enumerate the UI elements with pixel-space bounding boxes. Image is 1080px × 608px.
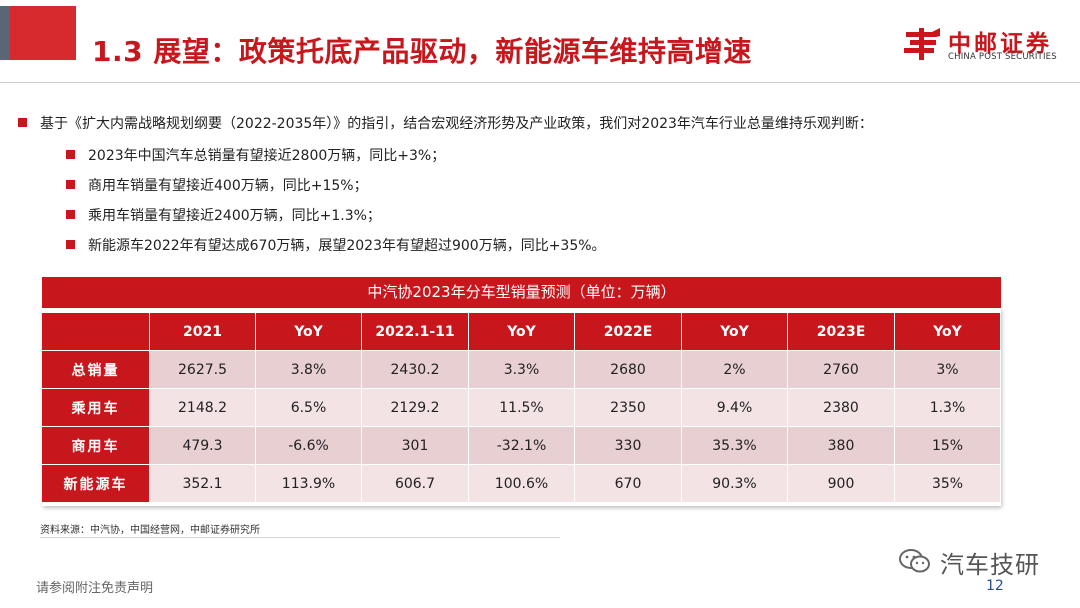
header-cell: YoY — [469, 313, 575, 351]
company-logo: 中邮证券 CHINA POST SECURITIES — [902, 24, 1072, 64]
table-cell: 6.5% — [256, 389, 362, 427]
table-cell: -6.6% — [256, 427, 362, 465]
table-cell: -32.1% — [469, 427, 575, 465]
bullet-marker — [66, 240, 75, 249]
header-cell: YoY — [682, 313, 788, 351]
table-row: 总销量 2627.5 3.8% 2430.2 3.3% 2680 2% 2760… — [42, 351, 1001, 389]
source-divider — [40, 537, 560, 538]
table-cell: 2350 — [575, 389, 682, 427]
disclaimer-text: 请参阅附注免责声明 — [36, 581, 154, 596]
bullet-marker — [66, 180, 75, 189]
wechat-watermark: 汽车技研 — [898, 541, 1058, 581]
row-label: 总销量 — [42, 351, 150, 389]
watermark-text: 汽车技研 — [940, 551, 1040, 579]
table-cell: 301 — [362, 427, 469, 465]
header-cell: YoY — [895, 313, 1001, 351]
table-cell: 900 — [788, 465, 895, 503]
table-cell: 11.5% — [469, 389, 575, 427]
table-cell: 113.9% — [256, 465, 362, 503]
table-cell: 2380 — [788, 389, 895, 427]
row-label: 乘用车 — [42, 389, 150, 427]
table-cell: 330 — [575, 427, 682, 465]
table-cell: 2430.2 — [362, 351, 469, 389]
header-cell: 2021 — [150, 313, 256, 351]
source-note: 资料来源：中汽协，中国经营网，中邮证券研究所 — [40, 525, 260, 536]
table-cell: 15% — [895, 427, 1001, 465]
logo-english-text: CHINA POST SECURITIES — [948, 52, 1057, 62]
table-cell: 2% — [682, 351, 788, 389]
table-row: 新能源车 352.1 113.9% 606.7 100.6% 670 90.3%… — [42, 465, 1001, 503]
table-cell: 670 — [575, 465, 682, 503]
table-cell: 3% — [895, 351, 1001, 389]
header-red-block — [10, 6, 76, 60]
table-row: 商用车 479.3 -6.6% 301 -32.1% 330 35.3% 380… — [42, 427, 1001, 465]
table-cell: 2760 — [788, 351, 895, 389]
table-cell: 2627.5 — [150, 351, 256, 389]
title-divider — [0, 82, 1080, 83]
row-label: 商用车 — [42, 427, 150, 465]
table-cell: 1.3% — [895, 389, 1001, 427]
table-cell: 380 — [788, 427, 895, 465]
table-cell: 2680 — [575, 351, 682, 389]
table-cell: 2148.2 — [150, 389, 256, 427]
table-row: 乘用车 2148.2 6.5% 2129.2 11.5% 2350 9.4% 2… — [42, 389, 1001, 427]
header-cell: 2023E — [788, 313, 895, 351]
header-cell-blank — [42, 313, 150, 351]
bullet-sub-item: 2023年中国汽车总销量有望接近2800万辆，同比+3%； — [88, 148, 446, 164]
header-gray-block — [0, 6, 10, 60]
table-cell: 606.7 — [362, 465, 469, 503]
bullet-marker — [66, 210, 75, 219]
bullet-sub-item: 商用车销量有望接近400万辆，同比+15%； — [88, 178, 368, 194]
page-number: 12 — [986, 578, 1004, 594]
header-cell: YoY — [256, 313, 362, 351]
bullet-main: 基于《扩大内需战略规划纲要（2022-2035年）》的指引，结合宏观经济形势及产… — [40, 116, 873, 132]
table-cell: 2129.2 — [362, 389, 469, 427]
table-cell: 479.3 — [150, 427, 256, 465]
china-post-emblem-icon — [904, 28, 940, 60]
table-cell: 35% — [895, 465, 1001, 503]
sales-forecast-table: 2021 YoY 2022.1-11 YoY 2022E YoY 2023E Y… — [42, 313, 1001, 503]
bullet-sub-item: 新能源车2022年有望达成670万辆，展望2023年有望超过900万辆，同比+3… — [88, 238, 606, 254]
logo-chinese-text: 中邮证券 — [948, 31, 1052, 57]
page-title: 1.3 展望：政策托底产品驱动，新能源车维持高增速 — [92, 35, 752, 68]
table-cell: 100.6% — [469, 465, 575, 503]
table-cell: 3.8% — [256, 351, 362, 389]
wechat-icon — [899, 549, 930, 573]
header-cell: 2022E — [575, 313, 682, 351]
table-header-row: 2021 YoY 2022.1-11 YoY 2022E YoY 2023E Y… — [42, 313, 1001, 351]
table-cell: 352.1 — [150, 465, 256, 503]
row-label: 新能源车 — [42, 465, 150, 503]
bullet-marker — [66, 150, 75, 159]
table-cell: 3.3% — [469, 351, 575, 389]
header-cell: 2022.1-11 — [362, 313, 469, 351]
table-title: 中汽协2023年分车型销量预测（单位：万辆） — [42, 277, 1001, 308]
bullet-sub-item: 乘用车销量有望接近2400万辆，同比+1.3%； — [88, 208, 381, 224]
table-cell: 9.4% — [682, 389, 788, 427]
bullet-marker — [18, 118, 27, 127]
table-cell: 35.3% — [682, 427, 788, 465]
table-cell: 90.3% — [682, 465, 788, 503]
